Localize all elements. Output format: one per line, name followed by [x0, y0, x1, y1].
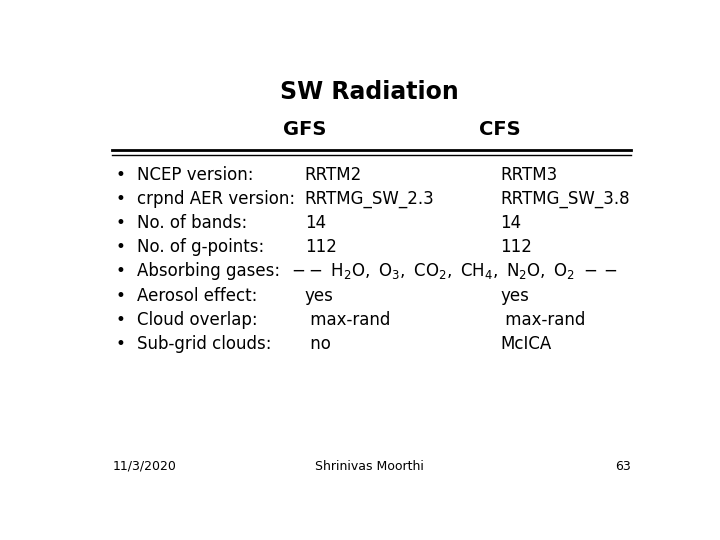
Text: GFS: GFS	[283, 120, 326, 139]
Text: 11/3/2020: 11/3/2020	[112, 460, 176, 472]
Text: No. of bands:: No. of bands:	[138, 214, 248, 232]
Text: no: no	[305, 335, 330, 353]
Text: •: •	[116, 335, 125, 353]
Text: SW Radiation: SW Radiation	[279, 80, 459, 104]
Text: Aerosol effect:: Aerosol effect:	[138, 287, 258, 305]
Text: 63: 63	[616, 460, 631, 472]
Text: max-rand: max-rand	[500, 310, 585, 329]
Text: RRTM3: RRTM3	[500, 166, 557, 184]
Text: Shrinivas Moorthi: Shrinivas Moorthi	[315, 460, 423, 472]
Text: Sub-grid clouds:: Sub-grid clouds:	[138, 335, 272, 353]
Text: yes: yes	[500, 287, 529, 305]
Text: •: •	[116, 287, 125, 305]
Text: 112: 112	[305, 238, 337, 256]
Text: RRTM2: RRTM2	[305, 166, 362, 184]
Text: RRTMG_SW_3.8: RRTMG_SW_3.8	[500, 190, 630, 208]
Text: •: •	[116, 166, 125, 184]
Text: Cloud overlap:: Cloud overlap:	[138, 310, 258, 329]
Text: 14: 14	[305, 214, 326, 232]
Text: NCEP version:: NCEP version:	[138, 166, 254, 184]
Text: •: •	[116, 262, 125, 280]
Text: Absorbing gases:: Absorbing gases:	[138, 262, 281, 280]
Text: crpnd AER version:: crpnd AER version:	[138, 190, 295, 208]
Text: $\mathdefault{--\ H_2O,\ O_3,\ CO_2,\ CH_4,\ N_2O,\ O_2\ --}$: $\mathdefault{--\ H_2O,\ O_3,\ CO_2,\ CH…	[291, 261, 618, 281]
Text: •: •	[116, 310, 125, 329]
Text: CFS: CFS	[480, 120, 521, 139]
Text: No. of g-points:: No. of g-points:	[138, 238, 265, 256]
Text: •: •	[116, 214, 125, 232]
Text: •: •	[116, 238, 125, 256]
Text: 112: 112	[500, 238, 532, 256]
Text: McICA: McICA	[500, 335, 552, 353]
Text: yes: yes	[305, 287, 333, 305]
Text: RRTMG_SW_2.3: RRTMG_SW_2.3	[305, 190, 435, 208]
Text: •: •	[116, 190, 125, 208]
Text: 14: 14	[500, 214, 521, 232]
Text: max-rand: max-rand	[305, 310, 390, 329]
